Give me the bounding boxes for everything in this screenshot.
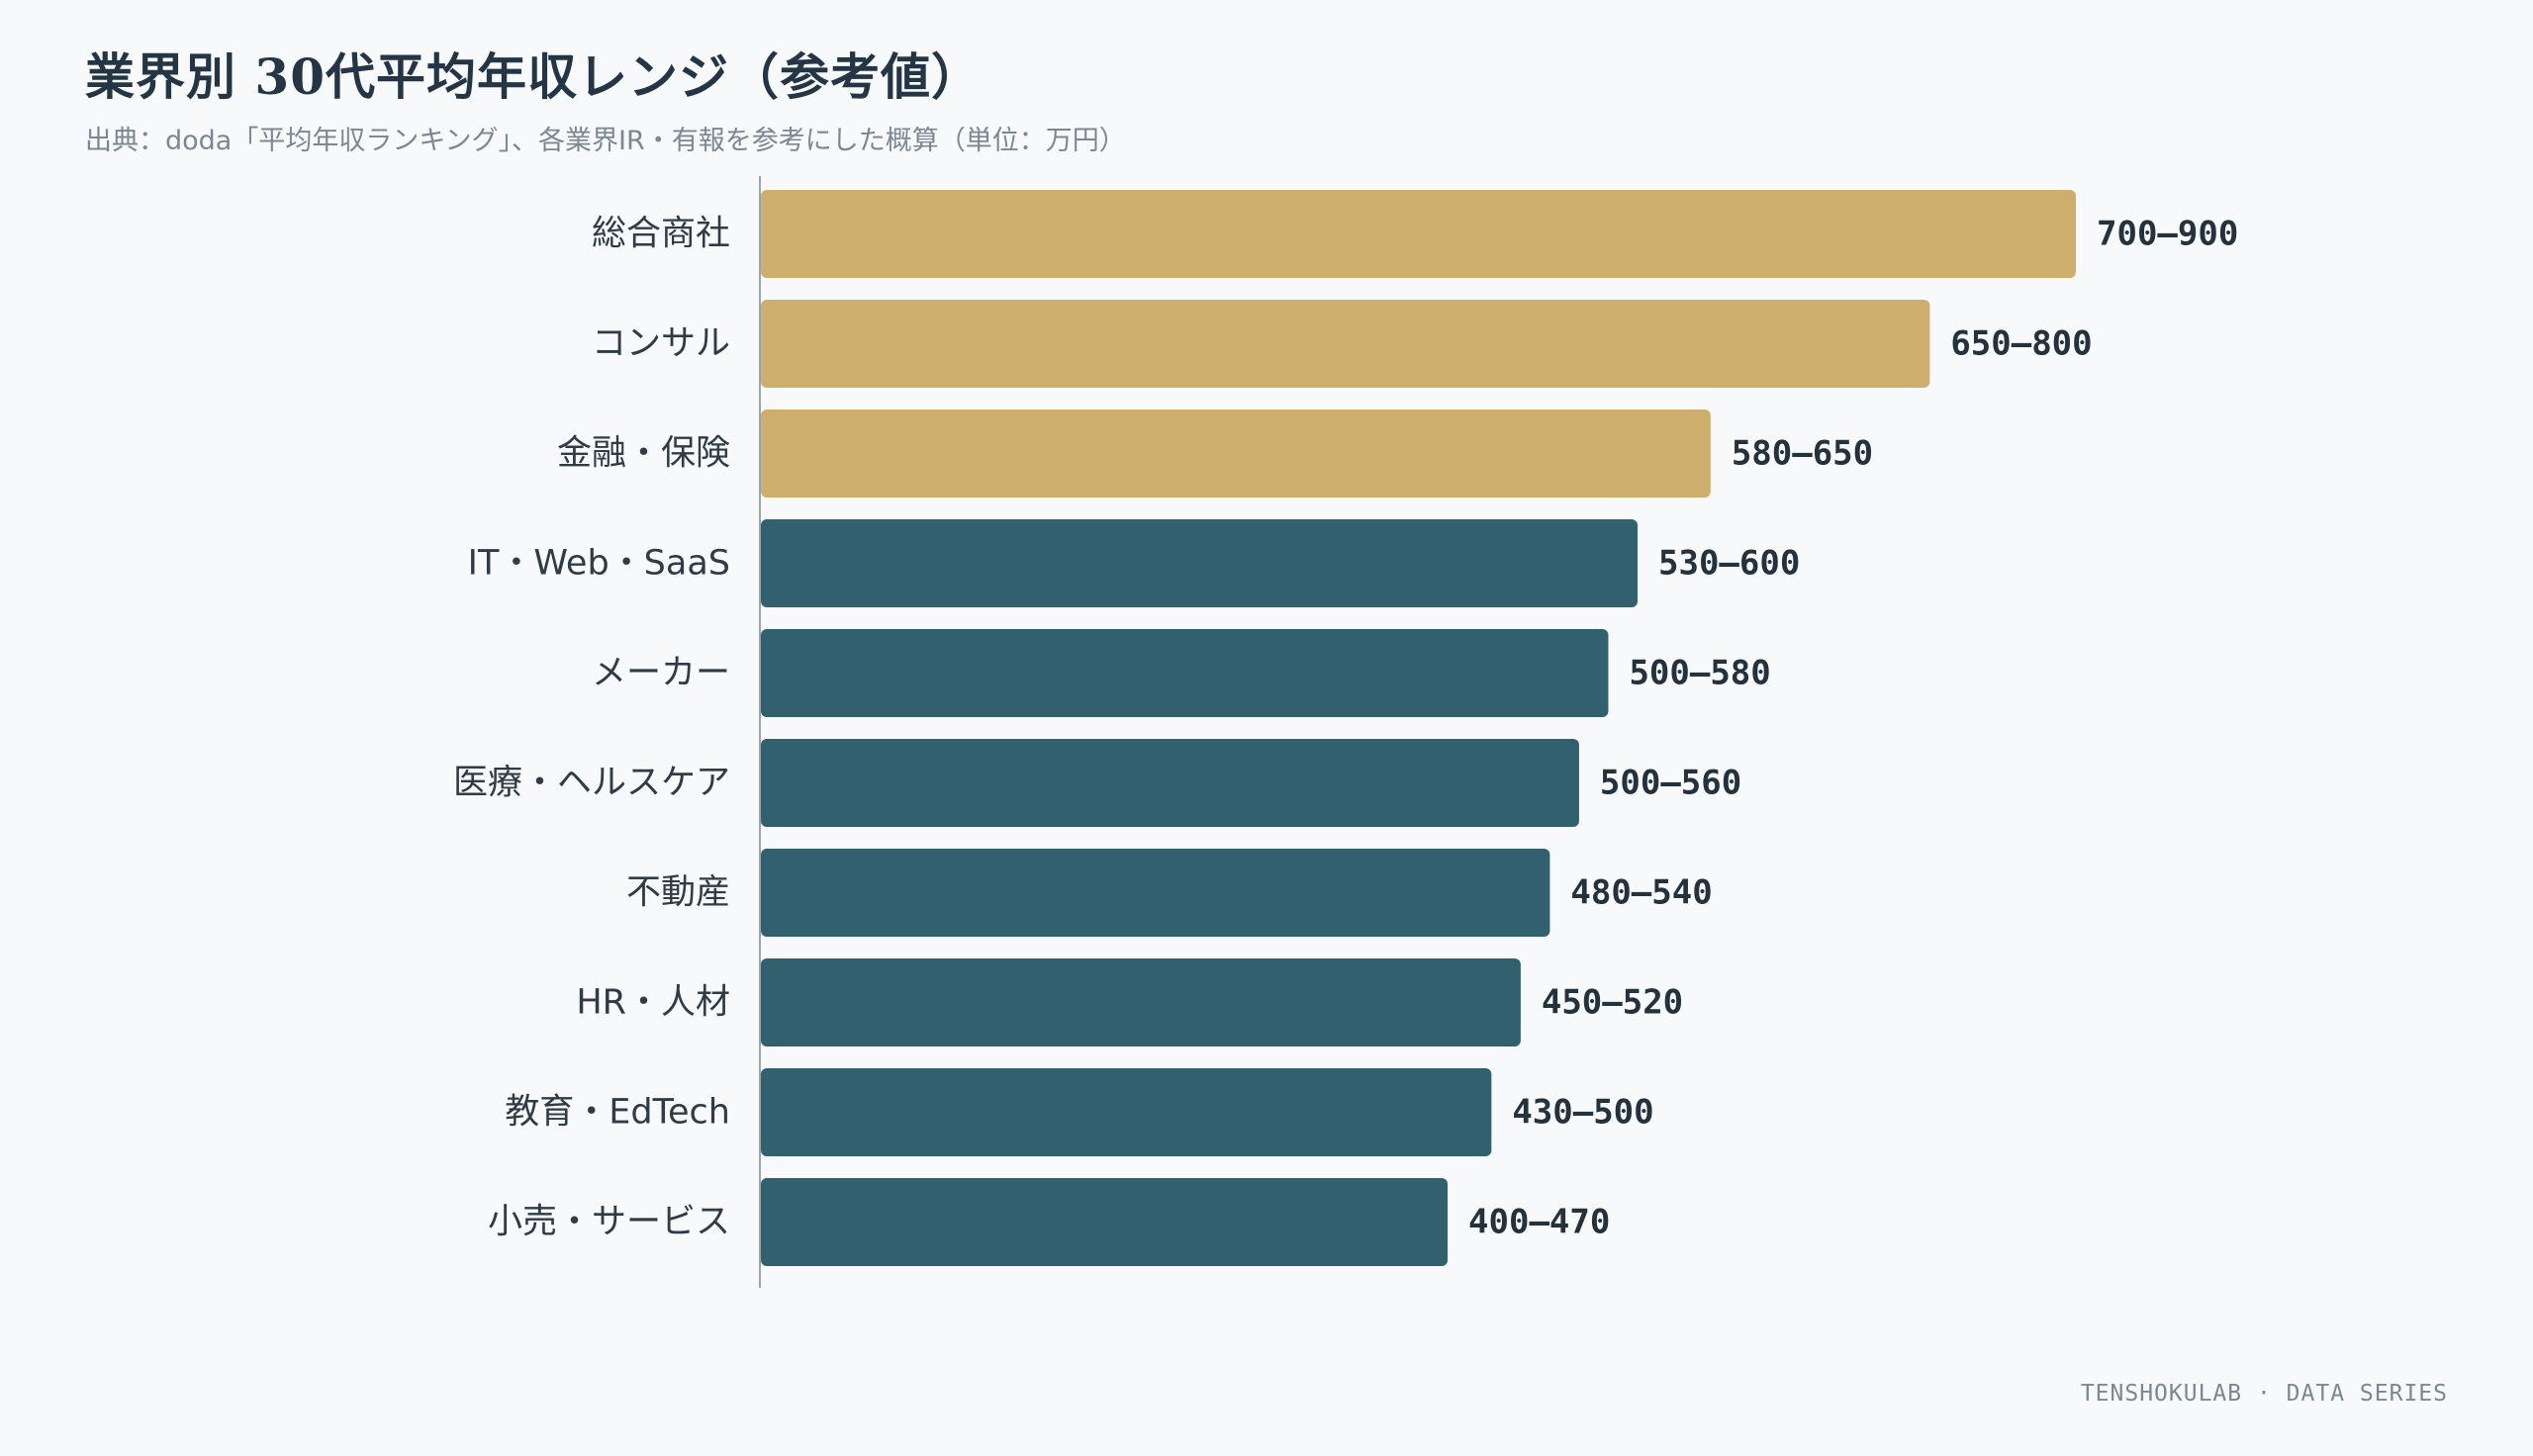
category-label: 小売・サービス (488, 1203, 730, 1242)
category-label: 総合商社 (592, 215, 730, 254)
category-label: コンサル (592, 324, 730, 364)
bar-6 (761, 849, 1550, 937)
bar-8 (761, 1068, 1492, 1156)
bar-7 (761, 958, 1521, 1046)
chart-subtitle: 出典：doda「平均年収ランキング」、各業界IR・有報を参考にした概算（単位：万… (85, 126, 1126, 156)
category-label: メーカー (592, 654, 730, 693)
value-label: 580–650 (1732, 434, 1873, 474)
value-label: 500–560 (1600, 764, 1741, 803)
value-label: 400–470 (1468, 1203, 1610, 1242)
value-label: 430–500 (1512, 1093, 1653, 1133)
bar-3 (761, 519, 1638, 607)
value-label: 500–580 (1629, 654, 1770, 693)
category-label: IT・Web・SaaS (468, 544, 730, 584)
footer-brand: TENSHOKULAB · DATA SERIES (2080, 1381, 2448, 1407)
category-label: 教育・EdTech (505, 1093, 730, 1133)
value-label: 700–900 (2097, 215, 2238, 254)
value-label: 450–520 (1542, 983, 1683, 1023)
value-label: 650–800 (1950, 324, 2092, 364)
value-label: 530–600 (1658, 544, 1800, 584)
bar-1 (761, 300, 1930, 388)
bar-0 (761, 190, 2076, 278)
category-label: 不動産 (626, 873, 730, 913)
value-label: 480–540 (1570, 873, 1712, 913)
category-label: 医療・ヘルスケア (453, 764, 730, 803)
bar-2 (761, 410, 1711, 498)
category-label: 金融・保険 (557, 434, 730, 474)
bar-4 (761, 629, 1609, 717)
bar-5 (761, 739, 1579, 827)
category-label: HR・人材 (576, 983, 730, 1023)
bar-9 (761, 1178, 1449, 1266)
chart-title: 業界別 30代平均年収レンジ（参考値） (85, 47, 982, 106)
